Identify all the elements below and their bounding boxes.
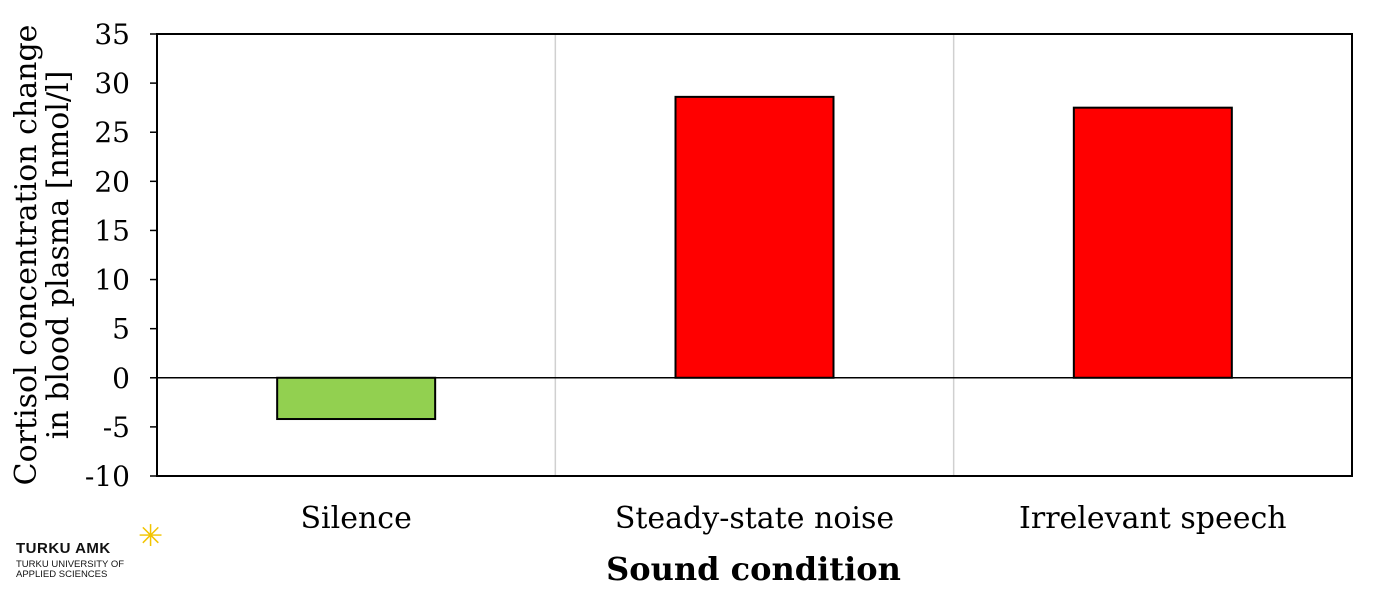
x-tick-label: Irrelevant speech: [1019, 501, 1287, 536]
bars: [276, 95, 1233, 421]
y-tick-label: -10: [85, 460, 130, 493]
x-axis-label: Sound condition: [606, 550, 901, 588]
y-axis-ticks: -10 -5 0 5 10 15 20 25 30 35: [85, 18, 157, 493]
x-tick-label: Steady-state noise: [615, 501, 894, 536]
y-tick-label: 35: [94, 18, 130, 51]
bar-irrelevant-speech: [1072, 106, 1233, 379]
y-tick-label: 30: [94, 67, 130, 100]
bar-steady-state-noise: [674, 95, 835, 379]
turku-amk-logo: ✳ TURKU AMK TURKU UNIVERSITY OF APPLIED …: [16, 522, 186, 588]
logo-subtitle: TURKU UNIVERSITY OF APPLIED SCIENCES: [16, 559, 125, 580]
x-axis-ticks: Silence Steady-state noise Irrelevant spee…: [300, 501, 1286, 536]
y-axis-label-line-2: in blood plasma [nmol/l]: [41, 71, 76, 440]
logo-name: TURKU AMK: [16, 540, 111, 557]
y-tick-label: -5: [103, 411, 130, 444]
bar-silence: [276, 376, 437, 421]
grid-lines: [554, 34, 955, 476]
y-tick-label: 5: [112, 313, 130, 346]
y-tick-label: 0: [112, 362, 130, 395]
y-axis-label-line-1: Cortisol concentration change: [9, 25, 44, 486]
y-tick-label: 15: [94, 214, 130, 247]
y-tick-label: 20: [94, 165, 130, 198]
x-tick-label: Silence: [300, 501, 411, 536]
y-tick-label: 25: [94, 116, 130, 149]
star-icon: ✳: [138, 519, 164, 554]
plot-frame: [156, 33, 1353, 477]
y-tick-label: 10: [94, 264, 130, 297]
